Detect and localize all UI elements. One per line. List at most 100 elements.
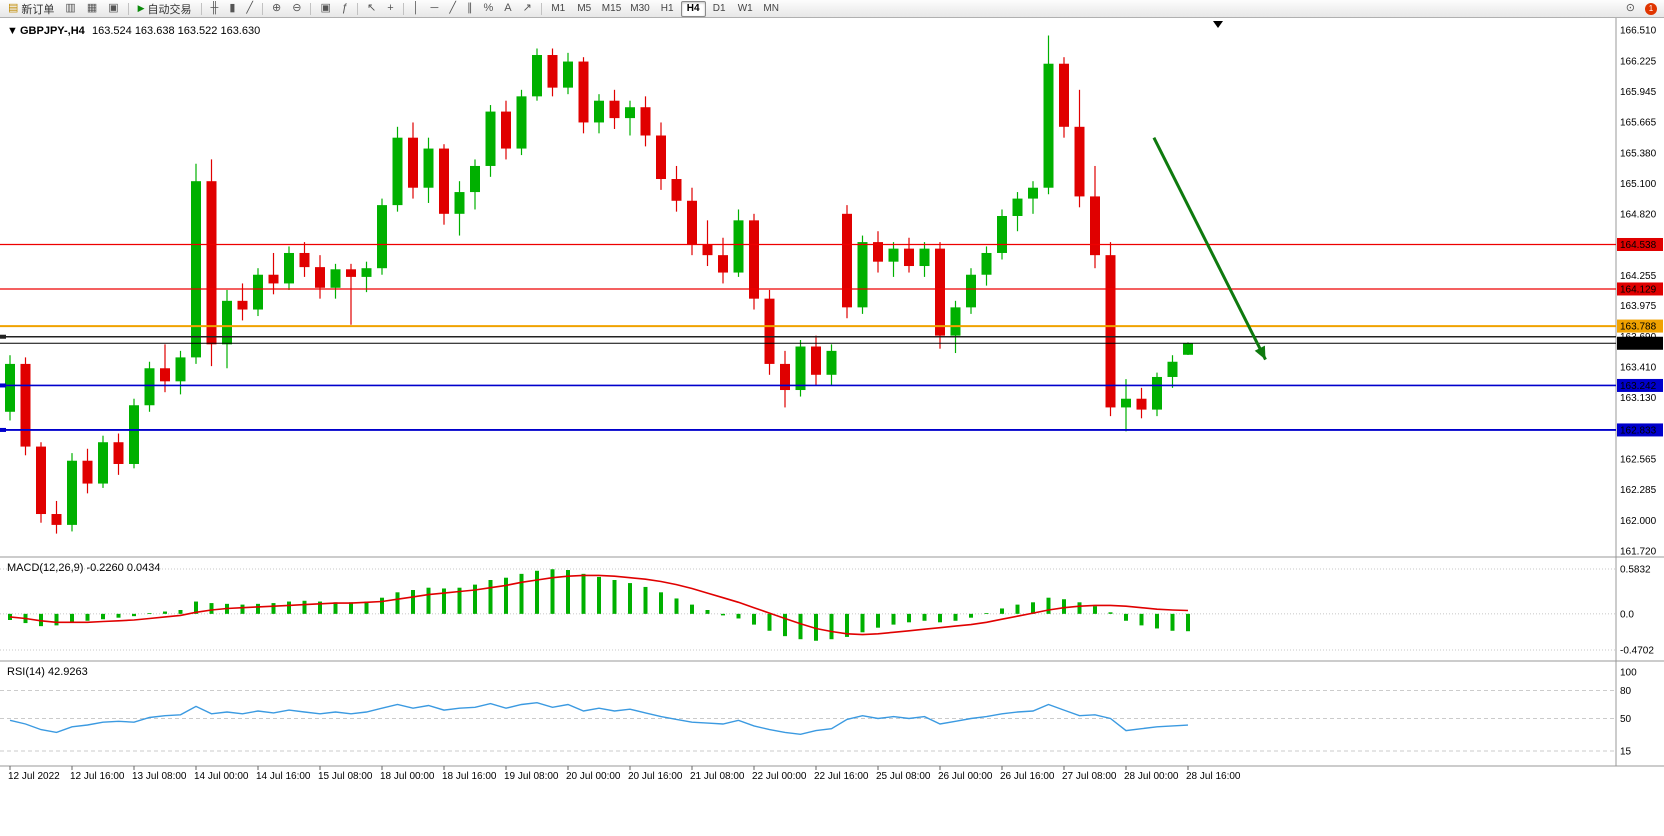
tf-mn-button[interactable]: MN <box>763 3 779 14</box>
macd-bar <box>333 602 338 614</box>
search-button[interactable]: ⊙ <box>1621 1 1640 17</box>
rsi-scale-label: 50 <box>1620 714 1632 725</box>
candle-body <box>284 252 294 284</box>
macd-bar <box>798 613 803 640</box>
cursor-button[interactable]: ↖ <box>362 1 381 17</box>
crosshair-button[interactable]: + <box>382 1 398 17</box>
text-button[interactable]: A <box>499 1 516 17</box>
line-chart-button[interactable]: ╱ <box>241 1 258 17</box>
tf-m1-button[interactable]: M1 <box>551 3 566 14</box>
candle-body <box>532 55 542 97</box>
macd-bar <box>147 613 152 614</box>
chart-window: ▼ GBPJPY-,H4 163.524 163.638 163.522 163… <box>0 18 1664 836</box>
candle-body <box>485 111 496 166</box>
candle-body <box>377 205 387 269</box>
candle-body <box>299 252 310 268</box>
trend-arrow-head <box>1254 345 1266 360</box>
macd-bar <box>1155 613 1159 629</box>
levels-layer[interactable] <box>0 243 1616 432</box>
indicators-icon: ƒ <box>341 2 348 14</box>
text-icon: A <box>504 2 512 14</box>
macd-bar <box>566 570 570 614</box>
candle-body <box>439 148 449 214</box>
time-tick-label: 27 Jul 08:00 <box>1062 771 1117 782</box>
macd-bar <box>581 573 586 614</box>
macd-bar <box>550 569 555 614</box>
time-tick-label: 14 Jul 16:00 <box>256 771 311 782</box>
toolbar-separator <box>200 2 202 15</box>
macd-bar <box>1108 612 1113 614</box>
macd-bar <box>597 576 601 614</box>
price-tick-label: 164.820 <box>1620 209 1657 220</box>
level-anchor[interactable] <box>0 427 6 432</box>
candlestick-button[interactable]: ▮ <box>224 1 240 17</box>
macd-bar <box>767 613 772 631</box>
chart-canvas[interactable]: ▼ GBPJPY-,H4 163.524 163.638 163.522 163… <box>0 18 1664 836</box>
vertical-line-button[interactable]: │ <box>408 1 425 17</box>
macd-bar <box>70 613 74 623</box>
candle-body <box>563 61 573 88</box>
chart-ohlc-values: 163.524 163.638 163.522 163.630 <box>92 25 260 37</box>
macd-bar <box>132 613 136 617</box>
time-tick-label: 22 Jul 16:00 <box>814 771 869 782</box>
new-order-button[interactable]: ▤ 新订单 <box>3 1 59 17</box>
zoom-in-button[interactable]: ⊕ <box>267 1 286 17</box>
macd-bar <box>519 573 524 614</box>
candle-body <box>1105 255 1116 408</box>
tf-m15-button[interactable]: M15 <box>601 3 622 14</box>
candle-body <box>795 346 806 391</box>
candle-body <box>1059 63 1069 127</box>
tf-m5-button[interactable]: M5 <box>577 3 592 14</box>
bar-chart-button[interactable]: ╫ <box>206 1 224 17</box>
trend-arrow-line[interactable] <box>1152 137 1267 361</box>
macd-bar <box>271 603 276 614</box>
price-badge-label: 163.242 <box>1620 381 1657 392</box>
arrows-button[interactable]: ↗ <box>518 1 537 17</box>
candle-body <box>501 111 511 149</box>
level-anchor[interactable] <box>0 383 6 388</box>
notification-badge[interactable]: 1 <box>1645 2 1657 15</box>
arrows-icon: ↗ <box>522 2 532 14</box>
tf-m30-button[interactable]: M30 <box>630 3 650 14</box>
time-tick-label: 18 Jul 16:00 <box>442 771 497 782</box>
charts-window-button[interactable]: ▥ <box>60 1 80 17</box>
autotrading-button[interactable]: ▶ 自动交易 <box>133 1 197 17</box>
macd-bar <box>364 601 369 614</box>
macd-bar <box>411 590 415 614</box>
zoom-out-icon: ⊖ <box>292 2 302 14</box>
tile-windows-button[interactable]: ▣ <box>315 1 335 17</box>
macd-label: MACD(12,26,9) -0.2260 0.0434 <box>7 562 160 574</box>
profiles-button[interactable]: ▦ <box>82 1 102 17</box>
price-badge <box>1617 336 1663 350</box>
candle-body <box>516 96 527 149</box>
macd-bar <box>845 613 849 637</box>
arrow-layer[interactable] <box>1152 137 1267 361</box>
macd-scale-label: 0.0 <box>1620 609 1634 620</box>
tf-d1-button[interactable]: D1 <box>712 3 726 14</box>
toolbar-separator <box>262 2 264 15</box>
macd-bar <box>1031 602 1035 614</box>
candle-body <box>51 514 62 525</box>
symbol-dropdown-icon[interactable]: ▼ <box>7 25 18 37</box>
level-anchor[interactable] <box>0 334 6 339</box>
candle-body <box>20 363 31 447</box>
macd-bar <box>1000 608 1004 614</box>
trendline-button[interactable]: ╱ <box>444 1 461 17</box>
vertical-line-icon: │ <box>412 2 420 14</box>
horizontal-line-button[interactable]: ─ <box>426 1 444 17</box>
rsi-scale-label: 80 <box>1620 686 1632 697</box>
candle-body <box>144 368 155 406</box>
terminal-button[interactable]: ▣ <box>103 1 123 17</box>
tf-h4-button[interactable]: H4 <box>680 0 706 17</box>
candle-body <box>1090 196 1100 256</box>
fibonacci-button[interactable]: % <box>478 1 498 17</box>
candle-body <box>904 248 914 267</box>
candle-body <box>888 248 899 262</box>
candle-body <box>113 442 124 464</box>
tf-h1-button[interactable]: H1 <box>660 3 674 14</box>
indicators-button[interactable]: ƒ <box>337 1 353 17</box>
channel-button[interactable]: ∥ <box>462 1 478 17</box>
tf-w1-button[interactable]: W1 <box>737 3 753 14</box>
candle-body <box>609 100 620 119</box>
zoom-out-button[interactable]: ⊖ <box>287 1 306 17</box>
